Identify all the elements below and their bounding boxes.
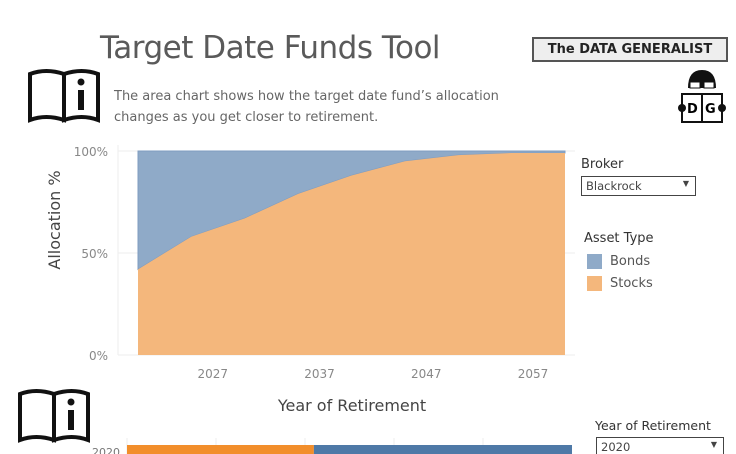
legend-label: Stocks: [610, 276, 653, 291]
logo-letter-g: G: [705, 102, 716, 117]
description: The area chart shows how the target date…: [114, 86, 544, 128]
legend-item-stocks[interactable]: Stocks: [587, 276, 653, 291]
chevron-down-icon: ▼: [682, 179, 689, 188]
info-book-icon[interactable]: [16, 386, 94, 444]
chevron-down-icon: ▼: [710, 440, 717, 449]
legend-label: Bonds: [610, 254, 651, 269]
data-generalist-logo: D G: [678, 70, 726, 123]
logo-letter-d: D: [687, 102, 698, 117]
legend-item-bonds[interactable]: Bonds: [587, 254, 650, 269]
y-tick-label: 100%: [74, 145, 108, 159]
year-dropdown[interactable]: 2020 ▼: [596, 437, 724, 454]
x-axis-label: Year of Retirement: [277, 396, 426, 415]
x-tick-label: 2047: [411, 367, 442, 381]
year-filter-label: Year of Retirement: [595, 418, 711, 433]
broker-dropdown[interactable]: Blackrock ▼: [581, 176, 696, 196]
info-book-icon[interactable]: [26, 66, 104, 124]
y-axis-label: Allocation %: [45, 170, 64, 269]
x-tick-label: 2027: [197, 367, 228, 381]
y-tick-label: 50%: [81, 247, 108, 261]
allocation-bar-chart: 2020: [92, 438, 572, 454]
description-line-1: The area chart shows how the target date…: [114, 89, 499, 104]
x-tick-label: 2057: [518, 367, 549, 381]
description-line-2: changes as you get closer to retirement.: [114, 110, 379, 125]
brand-banner[interactable]: The DATA GENERALIST: [532, 37, 728, 62]
stocks-bar[interactable]: [127, 445, 314, 454]
page-title: Target Date Funds Tool: [100, 30, 441, 66]
stocks-area[interactable]: [138, 153, 565, 355]
broker-filter-label: Broker: [581, 157, 624, 172]
year-dropdown-value: 2020: [601, 440, 631, 454]
allocation-area-chart: 0% 50% 100% 2027 2037 2047 2057 Allocation % Y…: [45, 145, 575, 415]
x-tick-label: 2037: [304, 367, 335, 381]
y-tick-label: 0%: [89, 349, 108, 363]
legend-title: Asset Type: [584, 231, 654, 246]
stocks-swatch: [587, 276, 602, 291]
broker-dropdown-value: Blackrock: [586, 179, 642, 193]
bonds-swatch: [587, 254, 602, 269]
bar-category-label: 2020: [92, 446, 120, 454]
bonds-bar[interactable]: [313, 445, 572, 454]
